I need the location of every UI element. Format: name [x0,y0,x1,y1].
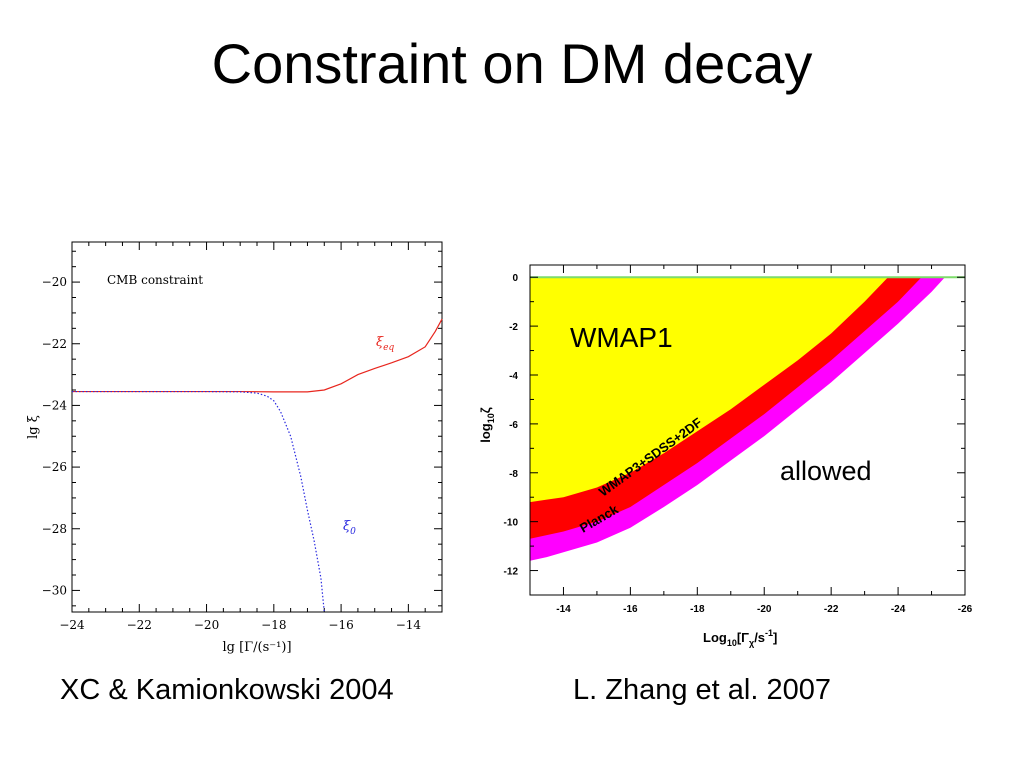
y-tick-label: −30 [42,583,67,597]
x-tick-label: -22 [824,604,839,615]
slide-title: Constraint on DM decay [211,32,813,95]
dm-decay-constraint-chart: -14 -16 -18 -20 -22 -24 -26 0 -2 -4 -6 -8 -10 -12 WMA… [478,264,973,648]
y-tick-label: −24 [42,398,68,412]
x-tick-label: −18 [261,618,286,632]
y-tick-label: −20 [42,275,67,289]
x-tick-label: −16 [328,618,353,632]
x-tick-label: -18 [690,604,705,615]
right-y-axis-label: log10ζ [478,407,496,443]
y-tick-label: -6 [509,420,518,431]
left-series-label-xi-0: ξ0 [343,519,356,537]
y-tick-label: −22 [42,337,67,351]
cmb-constraint-chart: −24 −22 −20 −18 −16 −14 −30 −28 −26 −24 −22 −20 CMB… [26,241,443,655]
region-label-wmap1: WMAP1 [570,322,673,353]
x-tick-label: −14 [396,618,422,632]
x-tick-label: -20 [757,604,772,615]
x-tick-label: -24 [891,604,906,615]
left-y-axis-label: lg ξ [26,415,41,439]
series-line-xi-eq [72,318,443,393]
series-line-xi-0 [72,390,325,613]
right-x-axis-label: Log10[Γχ/s-1] [703,628,777,648]
y-tick-label: −26 [42,460,67,474]
y-tick-label: -4 [509,371,518,382]
y-tick-label: -12 [504,567,519,578]
region-label-allowed: allowed [780,456,872,486]
left-series-label-xi-eq: ξeq [376,335,394,353]
left-plot-frame [71,241,443,613]
x-tick-label: -16 [623,604,638,615]
x-tick-label: -26 [958,604,973,615]
x-tick-label: -14 [556,604,571,615]
y-tick-label: -2 [509,322,518,333]
left-x-axis-label: lg [Γ/(s⁻¹)] [222,640,291,655]
x-tick-label: −24 [59,618,85,632]
left-annotation: CMB constraint [107,273,203,287]
y-tick-label: −28 [42,522,67,536]
caption-right: L. Zhang et al. 2007 [573,674,831,706]
y-tick-label: 0 [512,273,518,284]
y-tick-label: -10 [504,518,519,529]
x-tick-label: −20 [194,618,219,632]
right-plot-frame [529,264,966,596]
region-wmap1 [530,277,889,503]
caption-left: XC & Kamionkowski 2004 [60,674,394,706]
x-tick-label: −22 [127,618,152,632]
y-tick-label: -8 [509,469,518,480]
